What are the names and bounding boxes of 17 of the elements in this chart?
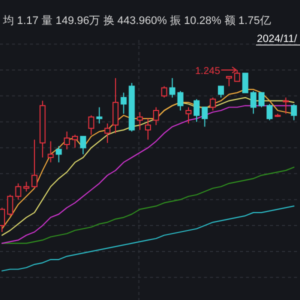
- candlestick: [0, 207, 6, 232]
- candlestick: [7, 194, 14, 216]
- candlestick: [194, 98, 200, 122]
- candlestick: [56, 146, 62, 163]
- text: 2024/11/: [256, 33, 298, 45]
- candlestick: [136, 112, 143, 130]
- candlestick: [48, 140, 54, 163]
- candlestick: [144, 118, 151, 140]
- candlestick: [104, 122, 110, 144]
- candlestick: [282, 97, 289, 114]
- candlestick: [112, 78, 119, 134]
- candlestick: [120, 92, 127, 114]
- candlestick: [64, 131, 70, 150]
- candlestick: [96, 106, 102, 124]
- annotation: 1.245: [195, 66, 221, 77]
- text: 均 1.17 量 149.96万 换 443.960% 振 10.28% 额 1.75亿: [2, 14, 271, 27]
- candlestick: [31, 139, 38, 189]
